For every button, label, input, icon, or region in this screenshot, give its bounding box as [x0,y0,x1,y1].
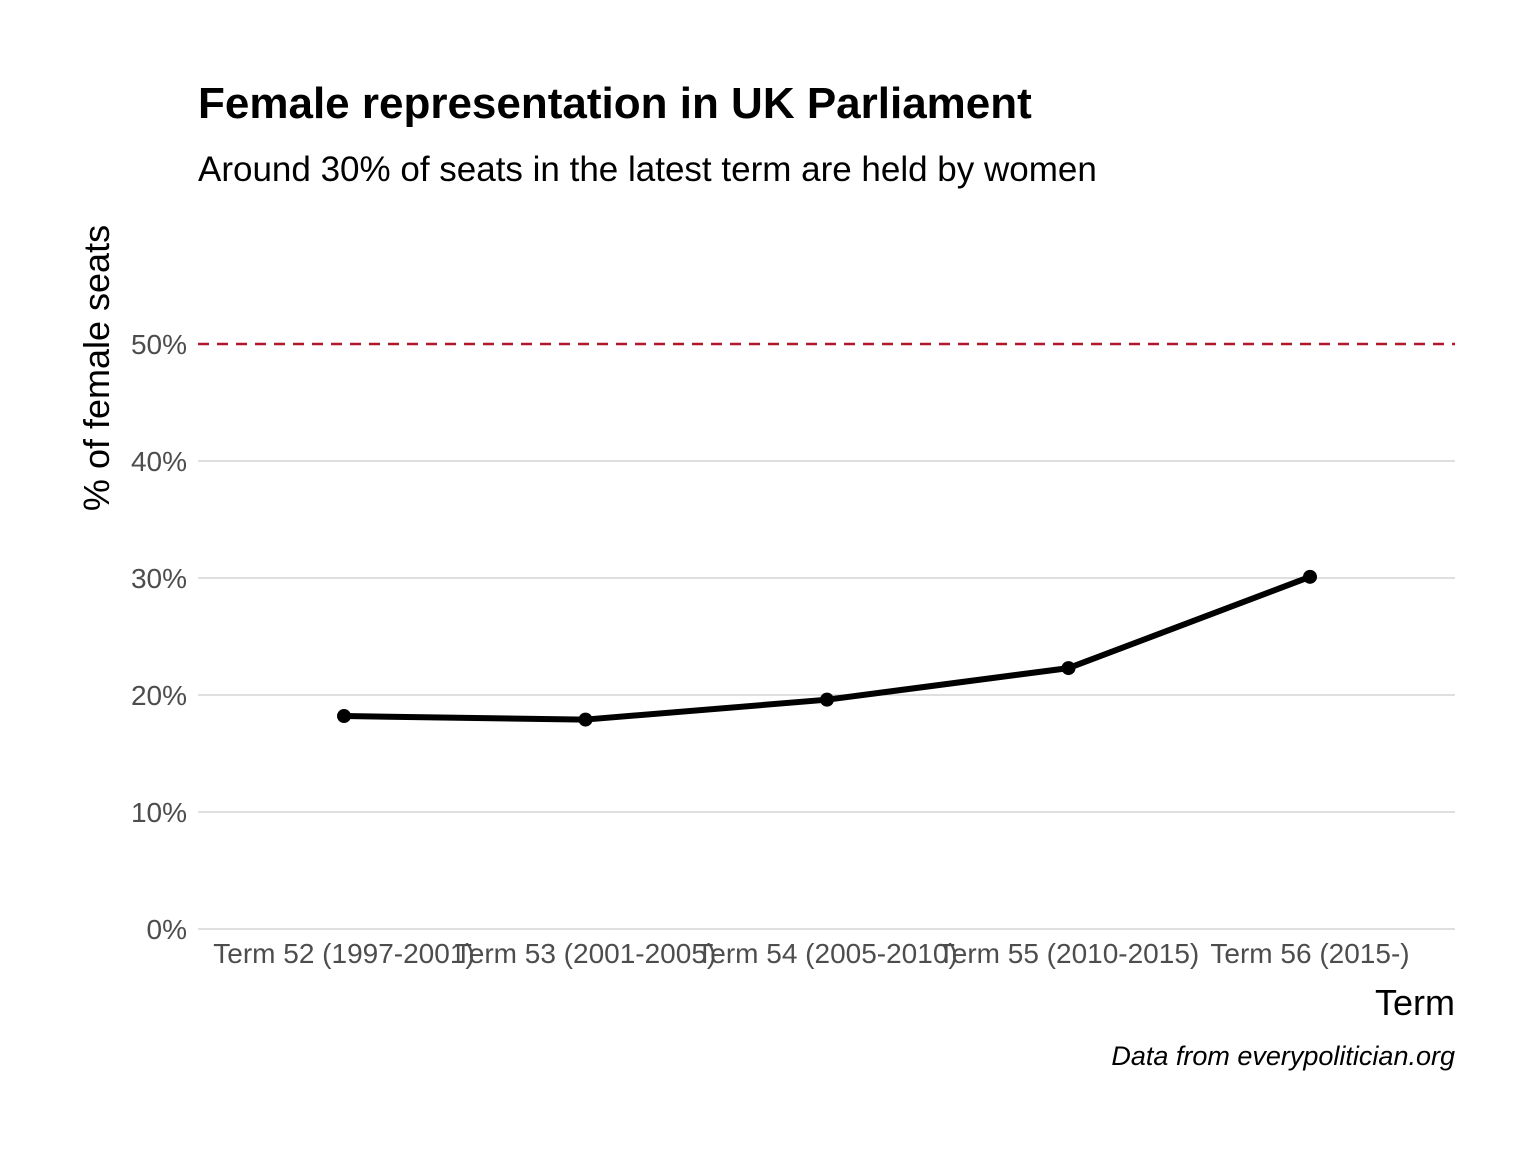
data-point [337,709,351,724]
data-point [820,692,834,707]
x-tick-label: Term 55 (2010-2015) [938,938,1199,969]
x-tick-label: Term 53 (2001-2005) [455,938,716,969]
x-tick-label: Term 52 (1997-2001) [213,938,474,969]
y-tick-label: 20% [131,680,187,711]
x-tick-label: Term 56 (2015-) [1210,938,1409,969]
chart-title: Female representation in UK Parliament [198,79,1032,128]
y-tick-label: 10% [131,797,187,828]
data-point [1061,661,1076,676]
x-tick-label: Term 54 (2005-2010) [696,938,957,969]
y-axis-label: % of female seats [76,225,117,511]
chart-caption: Data from everypolitician.org [1111,1041,1455,1071]
y-tick-label: 30% [131,563,187,594]
y-tick-label: 40% [131,446,187,477]
data-point [578,712,593,727]
y-axis-ticks: 0% 10% 20% 30% 40% 50% [131,329,187,945]
chart-subtitle: Around 30% of seats in the latest term a… [198,150,1097,189]
x-axis-ticks: Term 52 (1997-2001)Term 53 (2001-2005)Te… [213,938,1409,969]
data-point [1303,569,1317,584]
series-group [337,569,1317,727]
y-tick-label: 0% [147,914,187,945]
y-tick-label: 50% [131,329,187,360]
x-axis-label: Term [1375,982,1455,1023]
